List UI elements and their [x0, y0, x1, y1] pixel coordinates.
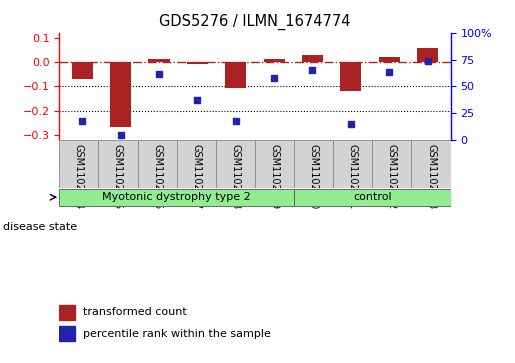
Point — [347, 121, 355, 127]
Bar — [59, 305, 75, 320]
Point — [270, 75, 278, 81]
Bar — [417, 48, 438, 62]
Bar — [302, 55, 323, 62]
Point — [116, 132, 125, 138]
Bar — [294, 140, 333, 188]
Point — [308, 68, 317, 73]
Point — [193, 98, 201, 103]
Point — [232, 118, 240, 124]
Bar — [98, 140, 138, 188]
Text: GSM1102621: GSM1102621 — [348, 144, 358, 209]
Text: GSM1102622: GSM1102622 — [387, 144, 397, 209]
Text: control: control — [353, 192, 392, 202]
Text: GSM1102623: GSM1102623 — [426, 144, 436, 209]
Bar — [225, 62, 246, 88]
Point — [155, 71, 163, 77]
Bar — [411, 140, 451, 188]
Text: disease state: disease state — [3, 222, 77, 232]
Bar — [340, 62, 362, 91]
Text: GSM1102619: GSM1102619 — [269, 144, 280, 209]
Bar — [333, 140, 372, 188]
Point — [385, 70, 393, 76]
Text: GSM1102620: GSM1102620 — [308, 144, 319, 209]
Bar — [59, 326, 75, 341]
Text: GSM1102618: GSM1102618 — [230, 144, 241, 209]
Point — [78, 118, 87, 124]
Bar — [110, 62, 131, 127]
Text: percentile rank within the sample: percentile rank within the sample — [83, 329, 271, 339]
Text: GSM1102617: GSM1102617 — [191, 144, 201, 209]
Point — [423, 58, 432, 64]
Bar — [264, 59, 285, 62]
Bar — [187, 62, 208, 65]
Bar — [148, 59, 169, 62]
Text: Myotonic dystrophy type 2: Myotonic dystrophy type 2 — [102, 192, 251, 202]
Text: GSM1102616: GSM1102616 — [152, 144, 162, 209]
Title: GDS5276 / ILMN_1674774: GDS5276 / ILMN_1674774 — [159, 14, 351, 30]
Text: GSM1102615: GSM1102615 — [113, 144, 123, 209]
Bar — [372, 140, 411, 188]
Bar — [255, 140, 294, 188]
Bar — [177, 140, 216, 188]
Text: GSM1102614: GSM1102614 — [74, 144, 84, 209]
Bar — [59, 188, 294, 206]
Bar — [59, 140, 98, 188]
Bar — [216, 140, 255, 188]
Bar — [379, 57, 400, 62]
Bar — [72, 62, 93, 79]
Text: transformed count: transformed count — [83, 307, 187, 317]
Bar — [294, 188, 451, 206]
Bar — [138, 140, 177, 188]
